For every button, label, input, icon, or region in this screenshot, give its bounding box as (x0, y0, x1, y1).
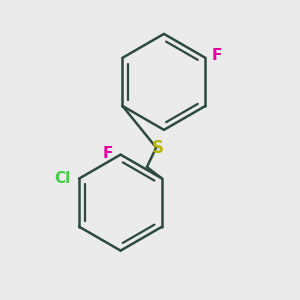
Text: F: F (102, 146, 113, 160)
Text: S: S (152, 139, 164, 157)
Text: Cl: Cl (54, 170, 70, 185)
Text: F: F (212, 48, 222, 63)
